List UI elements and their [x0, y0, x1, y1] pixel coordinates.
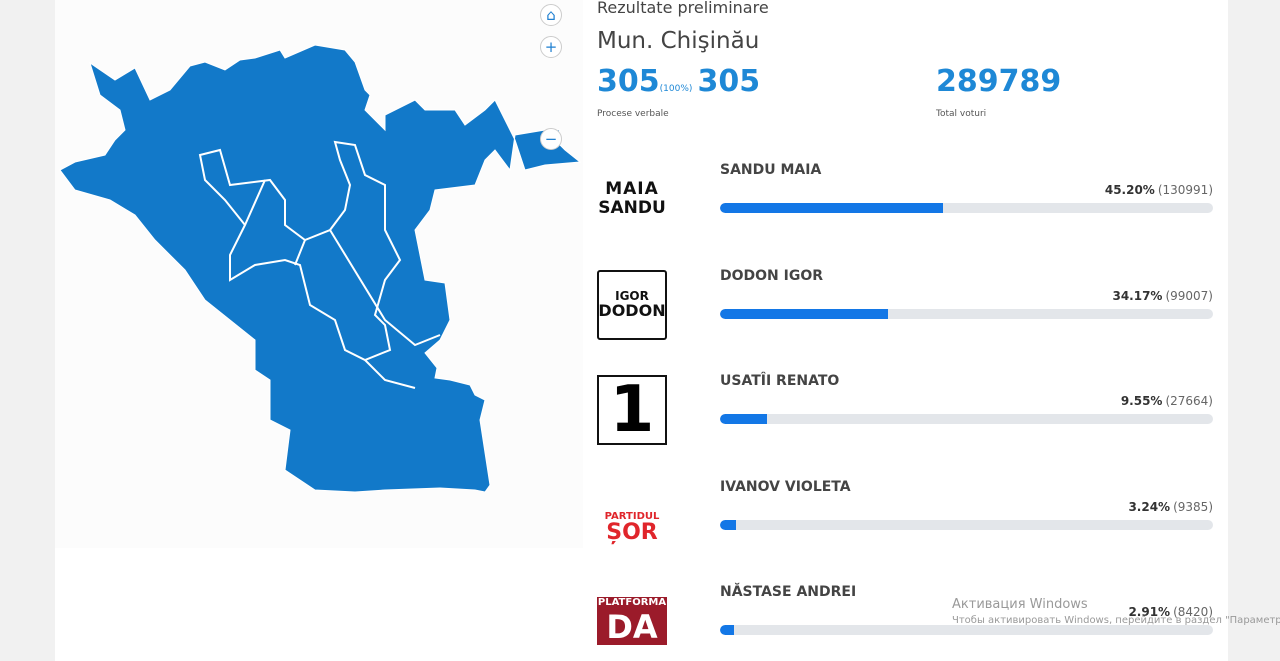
candidate-logo: PLATFORMA DA	[597, 586, 667, 656]
title: Mun. Chişinău	[597, 28, 760, 54]
candidate-name: IVANOV VIOLETA	[720, 478, 851, 495]
candidate-result: 45.20% (130991)	[1105, 183, 1213, 197]
candidate-result: 3.24% (9385)	[1128, 500, 1213, 514]
bar-track	[720, 308, 1213, 319]
votes: (27664)	[1165, 394, 1213, 408]
votes: (9385)	[1173, 499, 1213, 514]
candidate-logo: IGOR DODON	[597, 269, 667, 340]
district-borders	[198, 140, 441, 389]
candidate-logo: MAIA SANDU	[597, 164, 667, 234]
candidate-name: NĂSTASE ANDREI	[720, 584, 857, 600]
logo-text: DA	[597, 609, 667, 645]
percent: 9.55%	[1120, 394, 1163, 408]
bar	[720, 519, 736, 530]
logo-text: MAIA	[605, 179, 659, 199]
percent: 45.20%	[1104, 183, 1155, 197]
candidate-result: 2.91% (8420)	[1128, 605, 1213, 619]
candidate-result: 34.17% (99007)	[1112, 289, 1213, 303]
zoom-out-button[interactable]: −	[540, 128, 562, 150]
bar-track	[720, 203, 1213, 213]
logo-text: ȘOR	[606, 520, 658, 545]
logo-text: IGOR	[615, 289, 649, 303]
watermark-title: Активация Windows	[952, 597, 1088, 612]
logo-text: PARTIDUL	[604, 511, 660, 522]
percent: 3.24%	[1128, 499, 1171, 514]
home-button[interactable]: ⌂	[540, 4, 562, 26]
map	[55, 0, 583, 548]
bar	[720, 203, 943, 213]
bar	[720, 625, 735, 635]
district-map	[59, 44, 582, 493]
protocols-label: Procese verbale	[597, 109, 669, 119]
logo-text: 1	[609, 373, 655, 447]
candidate-logo: PARTIDUL ȘOR	[597, 481, 667, 551]
candidate-name: DODON IGOR	[720, 267, 824, 284]
percent: 2.91%	[1128, 605, 1171, 619]
bar-track	[720, 519, 1213, 530]
percent: 34.17%	[1112, 288, 1163, 303]
protocols-count: 305	[597, 64, 660, 99]
protocols-total: 305	[697, 64, 761, 99]
subtitle: Rezultate preliminare	[597, 0, 769, 17]
protocols-stat: 305(100%) 305	[597, 64, 760, 99]
logo-text: DODON	[598, 301, 666, 320]
total-votes: 289789	[936, 64, 1062, 99]
votes: (8420)	[1173, 605, 1213, 619]
map-svg	[59, 44, 582, 493]
bar-track	[720, 625, 1213, 635]
zoom-in-button[interactable]: +	[540, 36, 562, 58]
logo-text: SANDU	[598, 198, 666, 218]
votes: (99007)	[1165, 288, 1213, 303]
candidate-logo: 1	[597, 375, 667, 445]
bar	[720, 414, 768, 424]
bar-track	[720, 414, 1213, 424]
watermark-text: Чтобы активировать Windows, перейдите в …	[952, 615, 1280, 626]
bar	[720, 308, 889, 319]
candidate-result: 9.55% (27664)	[1121, 394, 1213, 408]
candidate-name: SANDU MAIA	[720, 162, 822, 178]
logo-text: PLATFORMA	[597, 597, 667, 609]
candidate-name: USATÎI RENATO	[720, 373, 840, 389]
protocols-pct: (100%)	[659, 84, 693, 94]
votes: (130991)	[1157, 183, 1213, 197]
total-votes-label: Total voturi	[936, 109, 987, 119]
